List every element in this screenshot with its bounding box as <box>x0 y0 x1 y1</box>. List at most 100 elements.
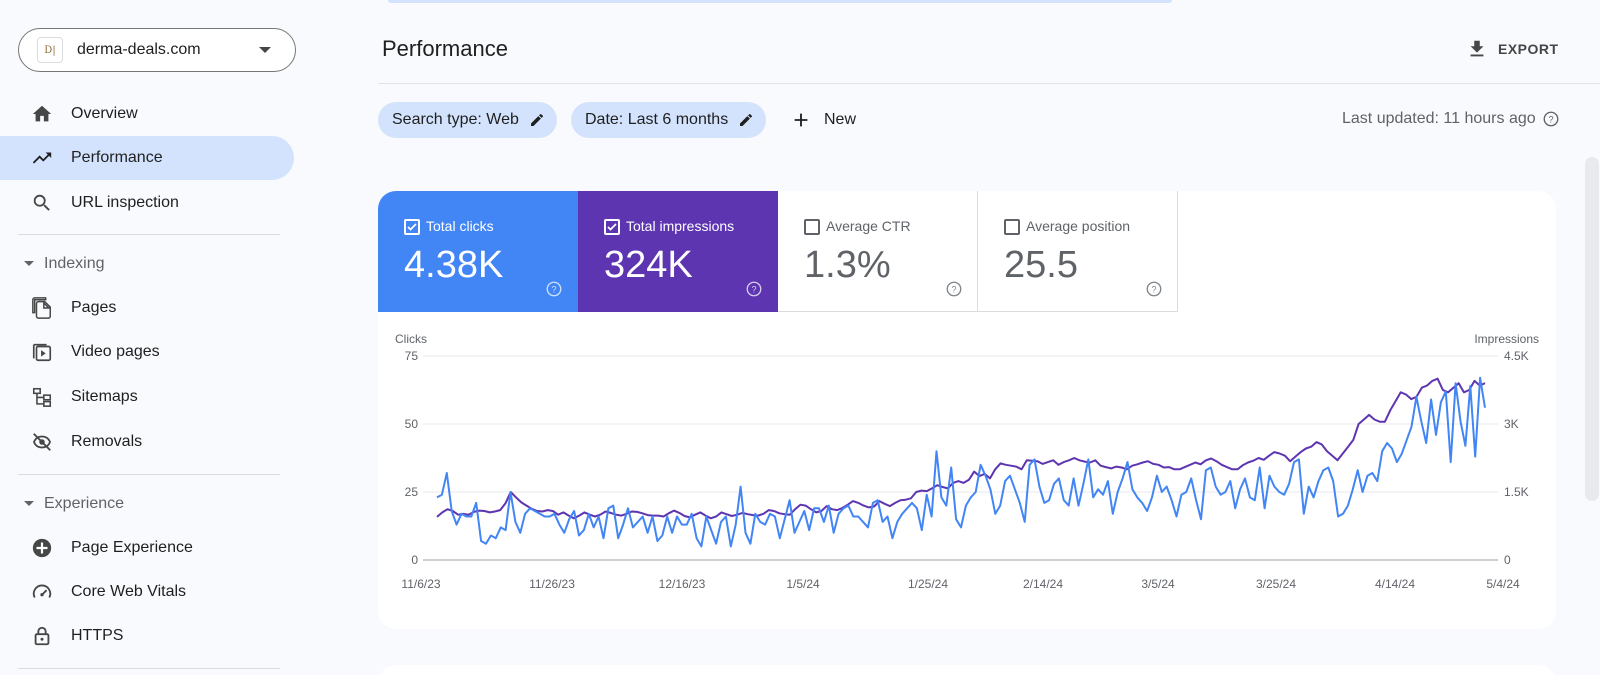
metric-value: 4.38K <box>404 244 504 286</box>
help-icon[interactable]: ? <box>945 280 963 298</box>
visibility-off-icon <box>33 433 51 451</box>
search-type-chip[interactable]: Search type: Web <box>378 102 557 138</box>
x-tick-label: 4/14/24 <box>1375 577 1415 591</box>
chart-ticks: 75 4.5K 50 3K 25 1.5K 0 0 11/6/23 11/26/23 12/16/2… <box>401 349 1528 591</box>
right-tick-label: 3K <box>1504 417 1519 431</box>
trending-up-icon <box>32 152 52 164</box>
export-label: EXPORT <box>1498 41 1559 57</box>
left-tick-label: 0 <box>411 553 418 567</box>
sidebar-item-label: Overview <box>71 105 138 122</box>
property-name: derma-deals.com <box>77 41 201 58</box>
left-axis-title: Clicks <box>395 332 427 346</box>
metric-value: 324K <box>604 244 693 286</box>
search-icon <box>33 194 50 211</box>
metric-total-clicks[interactable]: Total clicks 4.38K ? <box>378 191 578 312</box>
help-icon[interactable]: ? <box>545 280 563 298</box>
help-icon[interactable]: ? <box>1145 280 1163 298</box>
sitemap-icon <box>32 387 52 407</box>
new-filter-button[interactable]: New <box>790 102 856 138</box>
section-label: Indexing <box>44 255 105 272</box>
help-icon[interactable]: ? <box>745 280 763 298</box>
last-updated-text: Last updated: 11 hours ago <box>1342 110 1536 127</box>
sidebar-item-label: Performance <box>71 149 163 166</box>
property-selector[interactable]: D| derma-deals.com <box>18 28 296 72</box>
metric-average-ctr[interactable]: Average CTR 1.3% ? <box>778 191 978 312</box>
sidebar-item-core-web-vitals[interactable]: Core Web Vitals <box>0 570 294 614</box>
checkbox-unchecked-icon[interactable] <box>804 219 820 235</box>
svg-text:?: ? <box>751 284 756 294</box>
performance-chart[interactable]: Clicks Impressions 75 4.5K 50 3K 25 1.5K 0 0 11/… <box>378 312 1556 629</box>
section-experience[interactable]: Experience <box>0 486 294 522</box>
sidebar-item-label: Core Web Vitals <box>71 583 187 600</box>
sidebar-item-sitemaps[interactable]: Sitemaps <box>0 375 294 419</box>
header-divider <box>378 83 1600 84</box>
series-line-clicks <box>436 376 1486 548</box>
metric-value: 25.5 <box>1004 244 1078 286</box>
sidebar-item-https[interactable]: HTTPS <box>0 614 294 658</box>
checkbox-checked-icon[interactable] <box>604 219 620 235</box>
chip-label: Date: Last 6 months <box>585 111 729 128</box>
metric-label: Total impressions <box>626 218 735 234</box>
section-indexing[interactable]: Indexing <box>0 246 294 282</box>
left-tick-label: 25 <box>405 485 419 499</box>
sidebar-item-page-experience[interactable]: Page Experience <box>0 526 294 570</box>
x-tick-label: 5/4/24 <box>1486 577 1520 591</box>
svg-text:?: ? <box>1548 114 1553 124</box>
collapse-caret-icon <box>24 501 34 506</box>
sidebar-item-label: HTTPS <box>71 627 124 644</box>
speed-gauge-icon <box>32 584 52 598</box>
property-favicon: D| <box>37 37 63 63</box>
sidebar-item-pages[interactable]: Pages <box>0 286 294 330</box>
metric-label: Average position <box>1026 218 1131 234</box>
right-axis-title: Impressions <box>1474 332 1539 346</box>
x-tick-label: 1/5/24 <box>786 577 820 591</box>
sidebar-item-label: Video pages <box>71 343 160 360</box>
export-button[interactable]: EXPORT <box>1466 34 1559 64</box>
collapse-caret-icon <box>24 261 34 266</box>
metric-total-impressions[interactable]: Total impressions 324K ? <box>578 191 778 312</box>
left-tick-label: 75 <box>405 349 419 363</box>
divider <box>18 668 280 669</box>
queries-card <box>378 665 1556 675</box>
sidebar-item-removals[interactable]: Removals <box>0 420 294 464</box>
x-tick-label: 1/25/24 <box>908 577 948 591</box>
x-tick-label: 12/16/23 <box>659 577 706 591</box>
checkbox-unchecked-icon[interactable] <box>1004 219 1020 235</box>
sidebar-item-label: Pages <box>71 299 117 316</box>
right-tick-label: 1.5K <box>1504 485 1529 499</box>
video-pages-icon <box>32 343 52 362</box>
sidebar-item-url-inspection[interactable]: URL inspection <box>0 181 294 225</box>
right-tick-label: 0 <box>1504 553 1511 567</box>
divider <box>18 474 280 475</box>
last-updated: Last updated: 11 hours ago ? <box>1342 110 1560 128</box>
divider <box>18 234 280 235</box>
checkbox-checked-icon[interactable] <box>404 219 420 235</box>
plus-icon <box>794 113 808 127</box>
sidebar-item-overview[interactable]: Overview <box>0 92 294 136</box>
help-icon[interactable]: ? <box>1542 110 1560 128</box>
download-icon <box>1470 40 1484 57</box>
svg-text:?: ? <box>951 284 956 294</box>
metric-label: Total clicks <box>426 218 494 234</box>
edit-icon <box>740 113 753 126</box>
left-tick-label: 50 <box>405 417 419 431</box>
performance-card: Total clicks 4.38K ? Total impressions 3… <box>378 191 1556 629</box>
metric-average-position[interactable]: Average position 25.5 ? <box>978 191 1178 312</box>
metric-label: Average CTR <box>826 218 911 234</box>
new-filter-label: New <box>824 111 857 128</box>
series-line-impressions <box>436 377 1486 520</box>
scrollbar-thumb[interactable] <box>1585 157 1599 501</box>
sidebar-item-label: Page Experience <box>71 539 193 556</box>
svg-text:?: ? <box>551 284 556 294</box>
sidebar-item-video-pages[interactable]: Video pages <box>0 330 294 374</box>
sidebar-item-label: Sitemaps <box>71 388 138 405</box>
x-tick-label: 3/5/24 <box>1141 577 1175 591</box>
x-tick-label: 11/26/23 <box>529 577 575 591</box>
section-label: Experience <box>44 495 125 512</box>
right-tick-label: 4.5K <box>1504 349 1529 363</box>
sidebar-item-label: URL inspection <box>71 194 179 211</box>
home-icon <box>32 105 52 122</box>
sidebar-item-performance[interactable]: Performance <box>0 136 294 180</box>
page-title: Performance <box>382 36 508 61</box>
date-range-chip[interactable]: Date: Last 6 months <box>571 102 767 138</box>
